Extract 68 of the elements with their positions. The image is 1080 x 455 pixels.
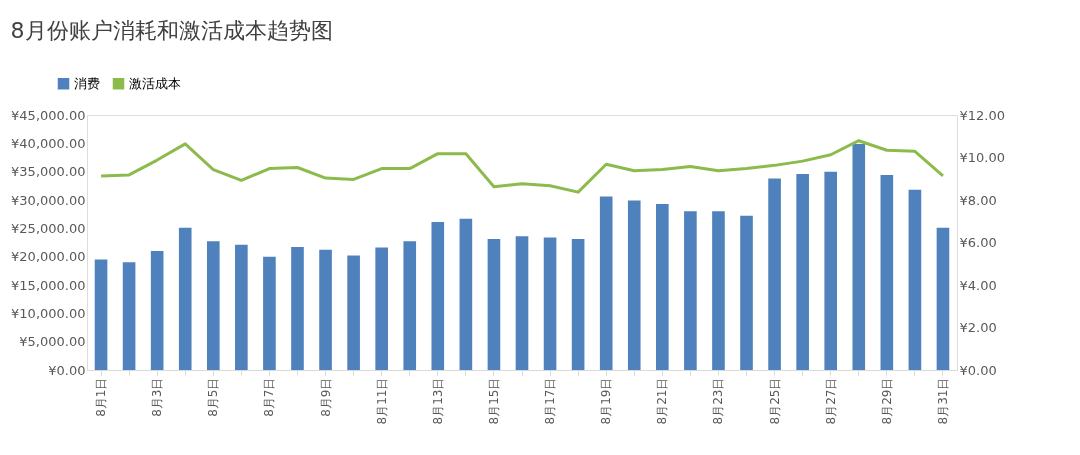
bar	[824, 171, 838, 370]
bar	[94, 259, 108, 370]
x-tick-label: 8月9日	[318, 377, 333, 417]
y2-tick-label: ¥4.00	[959, 277, 997, 293]
bar	[880, 175, 894, 370]
bar	[796, 173, 809, 370]
y-tick-label: ¥5,000.00	[19, 334, 86, 350]
bar	[375, 247, 388, 370]
chart-title: 8月份账户消耗和激活成本趋势图	[10, 18, 333, 43]
y2-tick-label: ¥10.00	[959, 150, 1005, 165]
y-tick-label: ¥0.00	[48, 362, 86, 378]
bar	[347, 255, 360, 370]
bar	[656, 203, 669, 370]
line-series	[99, 139, 945, 194]
x-tick-label: 8月25日	[767, 377, 782, 425]
bar	[291, 247, 304, 370]
y2-tick-label: ¥2.00	[959, 320, 997, 335]
x-tick-label: 8月15日	[486, 377, 501, 425]
bar	[431, 222, 445, 370]
bar	[403, 241, 417, 370]
y-tick-label: ¥45,000.00	[11, 107, 86, 123]
bar	[571, 239, 585, 370]
bar	[319, 249, 332, 370]
y-tick-label: ¥20,000.00	[11, 249, 86, 265]
bar	[712, 211, 725, 370]
bar	[150, 251, 164, 370]
y-tick-label: ¥10,000.00	[11, 305, 86, 321]
bar	[936, 227, 950, 370]
y2-tick-label: ¥8.00	[959, 192, 997, 208]
y2-tick-label: ¥6.00	[959, 235, 997, 250]
x-tick-label: 8月23日	[711, 377, 726, 425]
y2-tick-label: ¥0.00	[959, 362, 997, 378]
x-tick-label: 8月1日	[94, 377, 109, 417]
bar	[178, 227, 192, 370]
bar	[515, 236, 529, 370]
y2-tick-label: ¥12.00	[959, 107, 1005, 123]
y-tick-label: ¥40,000.00	[11, 135, 86, 151]
bar	[543, 237, 557, 370]
bar	[684, 211, 697, 370]
y-tick-label: ¥30,000.00	[11, 192, 86, 208]
x-tick-label: 8月21日	[655, 377, 670, 425]
y-tick-label: ¥15,000.00	[11, 277, 86, 293]
bar	[627, 200, 641, 370]
bar	[122, 262, 136, 370]
x-tick-label: 8月29日	[879, 377, 894, 425]
bar	[852, 143, 866, 370]
bar	[263, 256, 276, 370]
x-tick-label: 8月27日	[823, 377, 838, 425]
y-tick-label: ¥35,000.00	[11, 164, 86, 180]
x-tick-label: 8月31日	[935, 377, 950, 425]
x-tick-label: 8月7日	[262, 377, 277, 417]
x-tick-label: 8月17日	[543, 377, 558, 425]
x-tick-label: 8月3日	[150, 377, 165, 417]
x-tick-label: 8月13日	[430, 377, 445, 425]
x-tick-label: 8月5日	[206, 377, 221, 417]
bar	[599, 196, 613, 370]
bar	[768, 178, 781, 370]
x-tick-label: 8月11日	[374, 377, 389, 425]
bar	[206, 241, 220, 370]
legend-label: 激活成本	[129, 75, 181, 91]
legend-label: 消费	[74, 75, 100, 91]
y-tick-label: ¥25,000.00	[11, 220, 86, 236]
bar	[740, 215, 753, 370]
bar	[487, 239, 501, 370]
bar	[908, 189, 922, 370]
bar	[459, 218, 473, 370]
bar	[235, 244, 248, 370]
x-tick-label: 8月19日	[599, 377, 614, 425]
